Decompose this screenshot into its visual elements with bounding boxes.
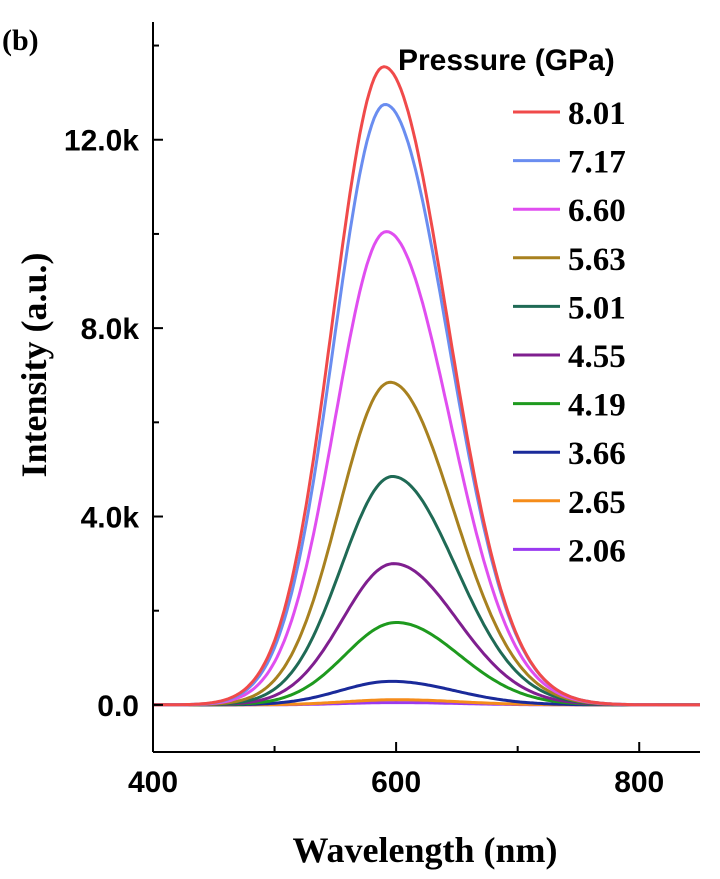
- legend-label: 4.19: [568, 388, 626, 424]
- legend-label: 2.06: [568, 533, 626, 569]
- legend-label: 3.66: [568, 436, 626, 472]
- panel-label: (b): [2, 24, 39, 57]
- y-tick-label: 8.0k: [81, 313, 140, 346]
- legend-label: 4.55: [568, 339, 626, 375]
- x-axis-title: Wavelength (nm): [293, 830, 558, 870]
- y-tick-label: 12.0k: [64, 125, 139, 158]
- legend-label: 6.60: [568, 193, 626, 229]
- y-tick-label: 4.0k: [81, 502, 140, 535]
- legend-label: 5.63: [568, 242, 626, 278]
- series-line-4.19: [153, 621, 700, 707]
- series-line-8.01: [153, 65, 700, 707]
- plot-area: [153, 65, 700, 707]
- x-tick-label: 800: [614, 766, 664, 799]
- y-tick-label: 0.0: [97, 690, 139, 723]
- y-axis-title: Intensity (a.u.): [14, 252, 54, 477]
- legend-label: 8.01: [568, 96, 626, 132]
- legend-title: Pressure (GPa): [398, 44, 615, 77]
- x-tick-label: 600: [371, 766, 421, 799]
- x-tick-label: 400: [128, 766, 178, 799]
- legend-label: 5.01: [568, 290, 626, 326]
- legend-label: 7.17: [568, 145, 626, 181]
- legend-label: 2.65: [568, 485, 626, 521]
- legend: Pressure (GPa) 8.01 7.17 6.60 5.63 5.01 4.55 4…: [398, 44, 626, 569]
- axes: 400 600 800 0.0 4.0k 8.0k 12.0k: [64, 22, 700, 799]
